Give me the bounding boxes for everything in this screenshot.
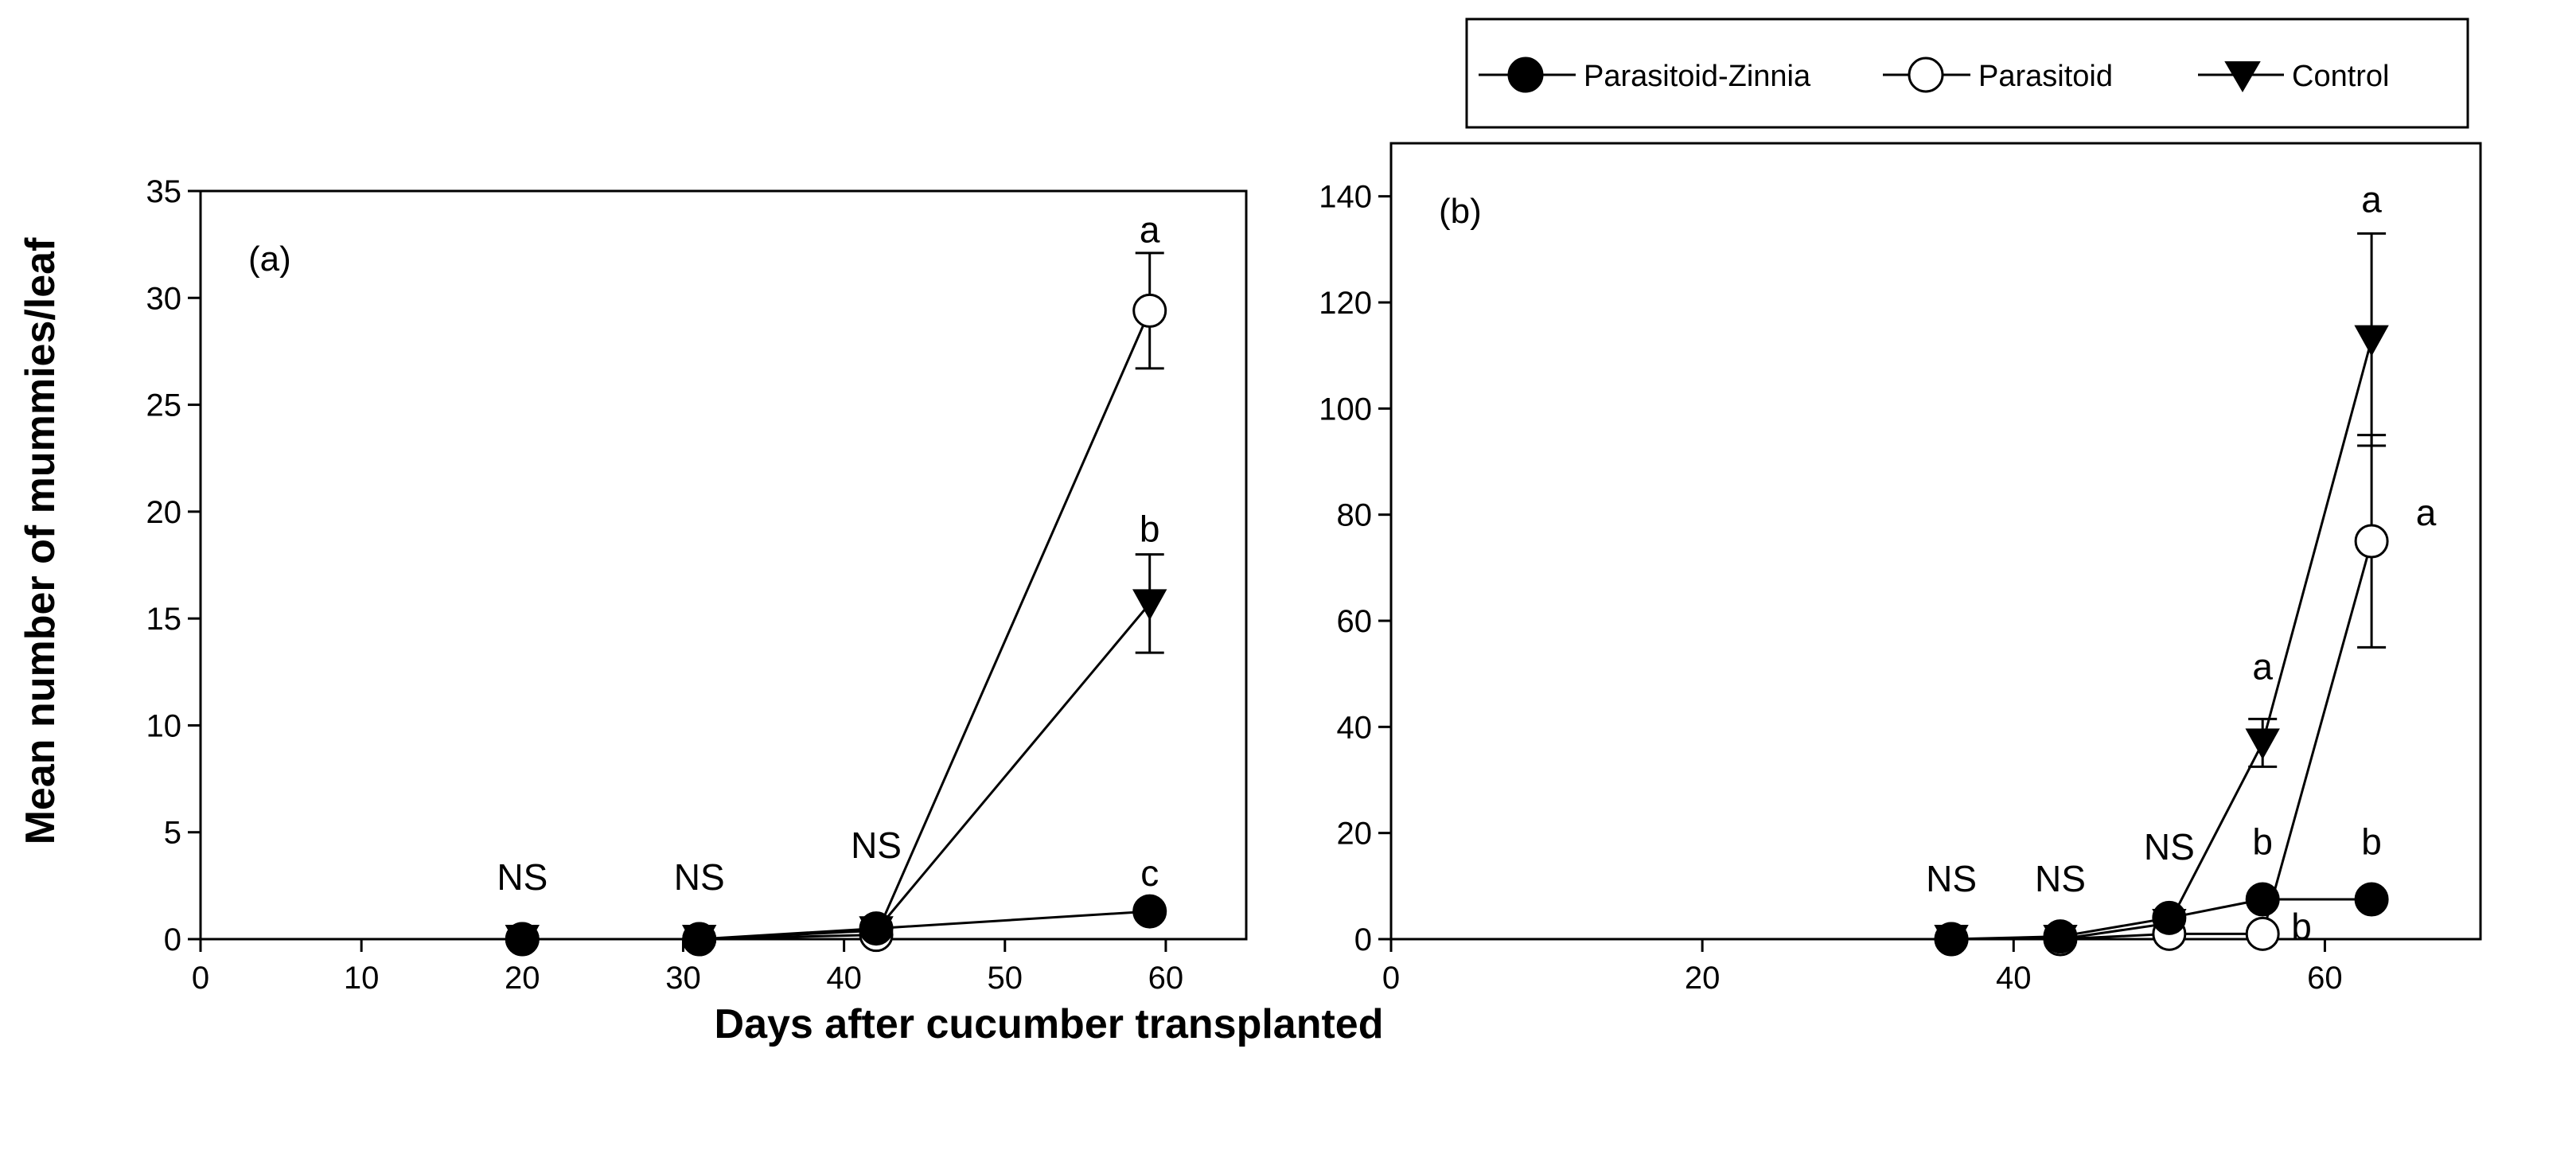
data-point-parasitoid [1132, 293, 1167, 328]
panel-b: 0 20 40 60 0 20 40 60 80 100 120 140 (b) NS NS NS a b b a a b [1319, 142, 2482, 996]
data-point-control [1132, 589, 1167, 621]
y-axis-label: Mean number of mummies/leaf [18, 237, 64, 845]
x-axis-label: Days after cucumber transplanted [715, 1001, 1384, 1047]
y-tick-label: 60 [1337, 604, 1373, 639]
legend-label-parasitoid-zinnia: Parasitoid-Zinnia [1584, 60, 1811, 93]
x-tick-label: 20 [1685, 961, 1721, 996]
significance-label: NS [2035, 858, 2086, 899]
significance-label: NS [2144, 826, 2195, 868]
significance-label: NS [674, 856, 725, 898]
open-circle-icon [1908, 57, 1944, 93]
legend-item-control: Control [2198, 60, 2390, 93]
x-tick-label: 0 [192, 961, 209, 996]
y-tick-label: 0 [1354, 922, 1372, 957]
y-tick-label: 40 [1337, 710, 1373, 745]
data-point-parasitoid-zinnia [1934, 922, 1969, 957]
panel-a: 0 10 20 30 40 50 60 0 5 10 15 20 25 30 35 (a) NS NS NS a b c [146, 174, 1248, 996]
data-point-parasitoid-zinnia [1132, 894, 1167, 929]
y-tick-label: 15 [146, 602, 182, 637]
data-point-parasitoid-zinnia [505, 922, 540, 957]
data-point-parasitoid-zinnia [2354, 882, 2389, 917]
y-tick-label: 100 [1319, 392, 1372, 427]
y-tick-label: 20 [146, 495, 182, 530]
legend-item-parasitoid: Parasitoid [1883, 57, 2113, 93]
data-point-parasitoid [2245, 916, 2280, 951]
significance-label: b [1140, 508, 1160, 549]
significance-label: NS [851, 825, 902, 866]
panel-label-b: (b) [1439, 192, 1482, 231]
x-tick-label: 60 [2307, 961, 2343, 996]
y-tick-label: 5 [164, 816, 181, 851]
x-tick-label: 40 [1996, 961, 2032, 996]
significance-label: b [2252, 821, 2273, 862]
x-tick-label: 30 [665, 961, 701, 996]
legend-item-parasitoid-zinnia: Parasitoid-Zinnia [1479, 57, 1811, 93]
significance-label: NS [1926, 858, 1977, 899]
y-tick-label: 120 [1319, 286, 1372, 321]
y-tick-label: 20 [1337, 817, 1373, 852]
y-tick-label: 25 [146, 388, 182, 423]
significance-label: b [2361, 821, 2382, 862]
y-tick-label: 0 [164, 922, 181, 957]
y-tick-label: 80 [1337, 498, 1373, 533]
x-tick-label: 10 [344, 961, 380, 996]
data-point-parasitoid-zinnia [2043, 919, 2078, 954]
y-tick-label: 140 [1319, 180, 1372, 215]
x-tick-label: 20 [505, 961, 540, 996]
x-tick-label: 40 [826, 961, 862, 996]
significance-label: b [2291, 906, 2312, 947]
legend-label-parasitoid: Parasitoid [1978, 60, 2113, 93]
filled-circle-icon [1507, 57, 1544, 93]
y-tick-label: 10 [146, 708, 182, 743]
data-point-parasitoid-zinnia [859, 911, 894, 946]
significance-label: c [1140, 852, 1159, 894]
significance-label: NS [497, 856, 548, 898]
legend-box [1465, 18, 2469, 129]
legend-label-control: Control [2292, 60, 2390, 93]
y-tick-label: 30 [146, 281, 182, 316]
series-line-control [522, 602, 1151, 941]
filled-triangle-down-icon [2224, 61, 2261, 92]
data-point-parasitoid [2354, 524, 2389, 559]
data-point-control [2245, 728, 2280, 760]
panel-label-a: (a) [248, 240, 291, 279]
data-point-parasitoid-zinnia [2152, 900, 2187, 935]
legend: Parasitoid-Zinnia Parasitoid Control [1465, 18, 2469, 129]
x-tick-label: 0 [1382, 961, 1400, 996]
significance-label: a [2416, 492, 2437, 533]
significance-label: a [2361, 179, 2382, 220]
y-tick-label: 35 [146, 174, 182, 209]
x-tick-label: 60 [1148, 961, 1184, 996]
data-point-parasitoid-zinnia [2245, 882, 2280, 917]
data-point-parasitoid-zinnia [682, 922, 717, 957]
significance-label: a [2252, 645, 2273, 687]
significance-label: a [1140, 209, 1160, 250]
data-point-control [2354, 325, 2389, 357]
x-tick-label: 50 [988, 961, 1023, 996]
